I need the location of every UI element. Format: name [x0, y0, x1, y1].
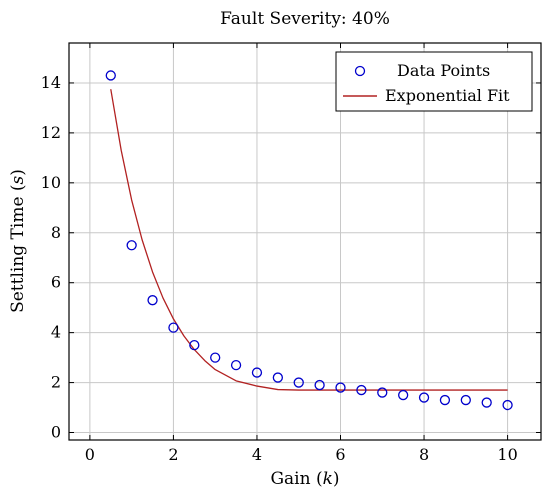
data-point	[439, 394, 451, 406]
y-tick-label: 0	[51, 423, 61, 442]
y-tick-label: 4	[51, 323, 61, 342]
x-tick-label: 6	[335, 445, 345, 464]
data-point	[502, 399, 513, 411]
data-point	[210, 352, 221, 363]
data-point	[418, 392, 430, 403]
y-tick-label: 2	[51, 373, 61, 392]
y-tick-label: 12	[41, 123, 61, 142]
legend-marker-data-points	[354, 65, 366, 77]
legend-label-fit: Exponential Fit	[385, 86, 510, 105]
data-point	[251, 367, 263, 378]
data-point	[230, 359, 242, 371]
data-point	[356, 384, 367, 396]
x-tick-label: 4	[252, 445, 262, 464]
data-point	[335, 382, 346, 393]
legend-label-data-points: Data Points	[397, 61, 490, 80]
y-axis-label: Settling Time (s)	[8, 169, 28, 313]
y-tick-label: 14	[41, 73, 61, 92]
x-tick-label: 10	[497, 445, 517, 464]
y-tick-labels: 0 2 4 6 8 10 12 14	[41, 73, 61, 442]
data-point	[398, 389, 409, 401]
exponential-fit-line	[110, 89, 508, 391]
x-axis-label: Gain (k)	[270, 469, 339, 489]
data-point	[314, 379, 325, 391]
grid-lines	[69, 43, 541, 440]
x-tick-label: 2	[168, 445, 178, 464]
data-point	[272, 372, 283, 383]
legend-box	[335, 51, 533, 112]
fit-curve-group	[110, 89, 508, 391]
data-point	[293, 377, 304, 388]
y-tick-label: 8	[51, 223, 61, 242]
data-point	[377, 387, 388, 398]
x-tick-labels: 0 2 4 6 8 10	[85, 445, 518, 464]
chart-title: Fault Severity: 40%	[220, 9, 390, 29]
x-tick-label: 8	[419, 445, 429, 464]
data-point	[147, 295, 158, 306]
x-tick-label: 0	[85, 445, 95, 464]
y-tick-label: 10	[41, 173, 61, 192]
y-tick-label: 6	[51, 273, 61, 292]
legend: Data Points Exponential Fit	[335, 51, 533, 112]
data-point	[105, 70, 116, 81]
data-point	[189, 339, 200, 351]
data-points-group	[105, 70, 513, 411]
data-point	[126, 240, 137, 251]
data-point	[168, 322, 179, 333]
plot-frame	[68, 42, 542, 441]
data-point	[460, 394, 471, 406]
data-point	[481, 397, 492, 408]
